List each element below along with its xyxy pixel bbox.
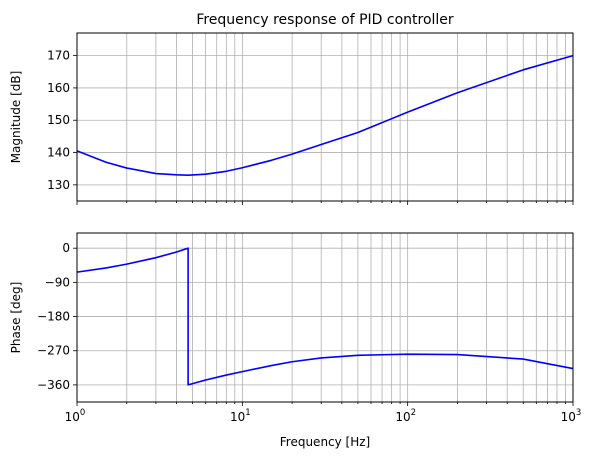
grid (76, 33, 574, 201)
x-tick-label: 100 (65, 408, 86, 424)
y-tick-label: 150 (47, 113, 70, 127)
y-tick-label: 140 (47, 146, 70, 160)
y-tick-label: −270 (37, 344, 70, 358)
x-tick-label: 102 (395, 408, 416, 424)
y-tick-label: −180 (37, 310, 70, 324)
y-tick-label: −90 (45, 275, 70, 289)
y-tick-label: 170 (47, 49, 70, 63)
x-axis-label: Frequency [Hz] (280, 435, 371, 449)
y-axis-label: Phase [deg] (9, 282, 23, 354)
y-tick-label: 160 (47, 81, 70, 95)
series-line (76, 247, 574, 386)
axes-frame (76, 232, 574, 403)
x-tick-label: 103 (561, 408, 582, 424)
phase-subplot: 0 −90 −180 −270 −360 100 101 102 103 Phase [deg] F… (9, 232, 582, 449)
axes-frame (76, 32, 574, 202)
magnitude-subplot: 130 140 150 160 170 Magnitude [dB] Frequency r… (9, 12, 574, 205)
grid (76, 233, 574, 402)
series-line (76, 54, 574, 176)
x-tick-label: 101 (230, 408, 251, 424)
y-tick-label: 0 (62, 241, 70, 255)
chart-title: Frequency response of PID controller (196, 12, 454, 28)
y-tick-label: −360 (37, 378, 70, 392)
y-axis-label: Magnitude [dB] (9, 71, 23, 164)
y-tick-label: 130 (47, 178, 70, 192)
